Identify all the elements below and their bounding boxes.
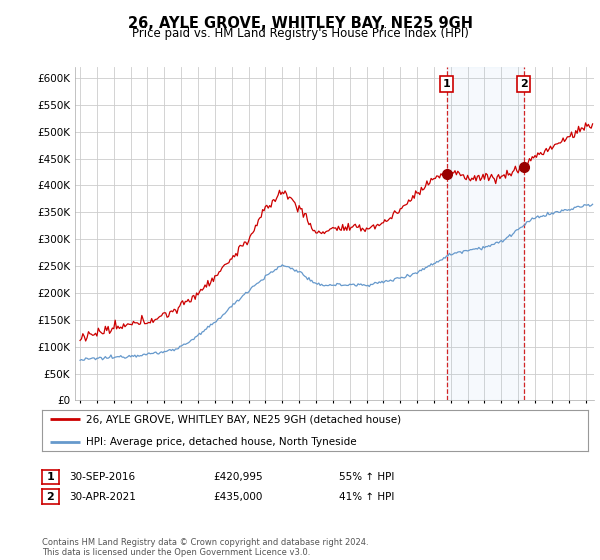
Text: HPI: Average price, detached house, North Tyneside: HPI: Average price, detached house, Nort… <box>86 437 356 447</box>
Text: Price paid vs. HM Land Registry's House Price Index (HPI): Price paid vs. HM Land Registry's House … <box>131 27 469 40</box>
Text: 41% ↑ HPI: 41% ↑ HPI <box>339 492 394 502</box>
Text: 1: 1 <box>47 472 54 482</box>
Text: £435,000: £435,000 <box>213 492 262 502</box>
Text: 30-APR-2021: 30-APR-2021 <box>69 492 136 502</box>
Text: £420,995: £420,995 <box>213 472 263 482</box>
Text: 1: 1 <box>443 79 451 89</box>
Text: 2: 2 <box>47 492 54 502</box>
Text: 26, AYLE GROVE, WHITLEY BAY, NE25 9GH: 26, AYLE GROVE, WHITLEY BAY, NE25 9GH <box>128 16 473 31</box>
Text: Contains HM Land Registry data © Crown copyright and database right 2024.
This d: Contains HM Land Registry data © Crown c… <box>42 538 368 557</box>
Bar <box>446 67 524 400</box>
Text: 30-SEP-2016: 30-SEP-2016 <box>69 472 135 482</box>
Text: 26, AYLE GROVE, WHITLEY BAY, NE25 9GH (detached house): 26, AYLE GROVE, WHITLEY BAY, NE25 9GH (d… <box>86 414 401 424</box>
Text: 2: 2 <box>520 79 527 89</box>
Text: 55% ↑ HPI: 55% ↑ HPI <box>339 472 394 482</box>
